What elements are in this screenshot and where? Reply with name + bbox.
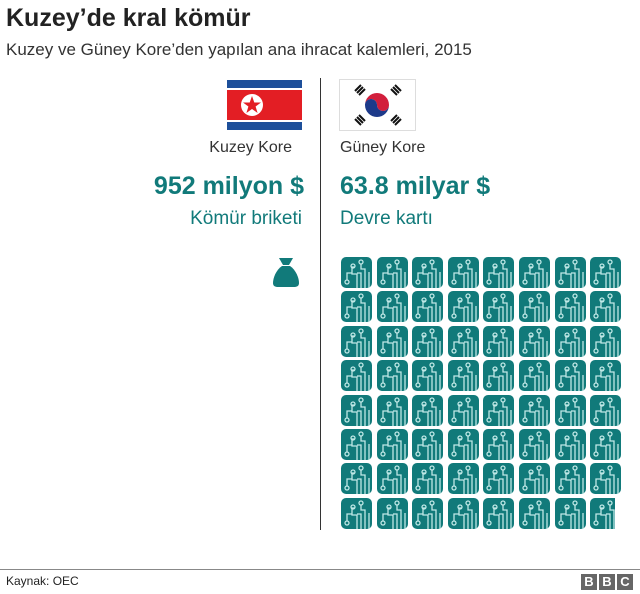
circuit-board-icon — [376, 257, 408, 288]
circuit-board-icon — [483, 360, 515, 392]
circuit-board-icon — [590, 497, 616, 529]
circuit-board-icon — [376, 429, 408, 460]
circuit-board-icon — [412, 463, 444, 495]
circuit-board-icon — [554, 429, 586, 460]
circuit-board-icon — [519, 257, 550, 288]
circuit-board-icon — [447, 394, 479, 426]
source-note: Kaynak: OEC — [6, 574, 79, 588]
product-label-south: Devre kartı — [340, 208, 433, 229]
circuit-board-icon — [519, 463, 550, 495]
circuit-board-icon — [590, 291, 622, 323]
circuit-board-icon — [447, 325, 479, 357]
circuit-board-icon — [554, 325, 586, 357]
circuit-board-icon — [341, 325, 372, 357]
circuit-board-icon — [483, 325, 515, 357]
circuit-board-icon — [341, 257, 372, 288]
circuit-board-icon — [341, 360, 372, 392]
circuit-board-icon — [554, 257, 586, 288]
value-label-south: 63.8 milyar $ — [340, 172, 491, 200]
product-label-north: Kömür briketi — [190, 208, 302, 229]
circuit-board-icon — [341, 429, 372, 460]
value-label-north: 952 milyon $ — [153, 172, 304, 200]
circuit-board-icon — [519, 325, 550, 357]
circuit-board-icon — [590, 463, 622, 495]
circuit-board-icon — [341, 463, 372, 495]
circuit-board-icon — [447, 429, 479, 460]
circuit-board-icon — [519, 291, 550, 323]
circuit-board-icon — [341, 394, 372, 426]
circuit-board-icon — [483, 257, 515, 288]
chart-subtitle: Kuzey ve Güney Kore’den yapılan ana ihra… — [6, 40, 472, 59]
circuit-board-icon — [519, 497, 550, 529]
circuit-board-icon — [341, 291, 372, 323]
circuit-board-icon — [376, 360, 408, 392]
circuit-board-icon — [447, 463, 479, 495]
circuit-board-icon — [590, 394, 622, 426]
footer-divider — [0, 569, 640, 570]
circuit-board-icon — [376, 394, 408, 426]
circuit-board-icon — [376, 291, 408, 323]
circuit-board-icon — [483, 394, 515, 426]
circuit-board-icon — [447, 291, 479, 323]
circuit-board-icon — [376, 463, 408, 495]
south-korea-flag — [339, 79, 416, 131]
circuit-board-icon — [376, 325, 408, 357]
circuit-board-icon — [412, 291, 444, 323]
circuit-board-icon — [554, 497, 586, 529]
circuit-board-icon — [412, 429, 444, 460]
circuit-board-icon — [412, 257, 444, 288]
coal-sack-icon — [273, 258, 299, 287]
circuit-board-icon — [519, 360, 550, 392]
circuit-board-icon — [554, 394, 586, 426]
circuit-board-icon — [447, 497, 479, 529]
circuit-board-icon — [341, 497, 372, 529]
circuit-board-icon — [412, 360, 444, 392]
circuit-board-icon — [590, 429, 622, 460]
circuit-board-icon — [483, 291, 515, 323]
circuit-board-icon — [519, 429, 550, 460]
circuit-board-icon — [412, 394, 444, 426]
circuit-board-icon — [554, 360, 586, 392]
circuit-board-icon — [554, 291, 586, 323]
circuit-board-icon — [376, 497, 408, 529]
circuit-board-icon — [447, 360, 479, 392]
circuit-board-icon — [412, 497, 444, 529]
country-label-south: Güney Kore — [340, 139, 426, 156]
circuit-board-icon — [447, 257, 479, 288]
circuit-board-icon — [483, 497, 515, 529]
circuit-board-icon — [483, 463, 515, 495]
north-korea-flag — [227, 80, 302, 130]
circuit-board-icon — [590, 360, 622, 392]
divider — [320, 78, 321, 530]
chart-title: Kuzey’de kral kömür — [6, 4, 251, 32]
circuit-board-icon — [412, 325, 444, 357]
circuit-board-icon — [590, 325, 622, 357]
country-label-north: Kuzey Kore — [209, 139, 292, 156]
circuit-board-icon — [554, 463, 586, 495]
circuit-board-icon — [483, 429, 515, 460]
circuit-board-icon — [519, 394, 550, 426]
circuit-board-icon — [590, 257, 622, 288]
